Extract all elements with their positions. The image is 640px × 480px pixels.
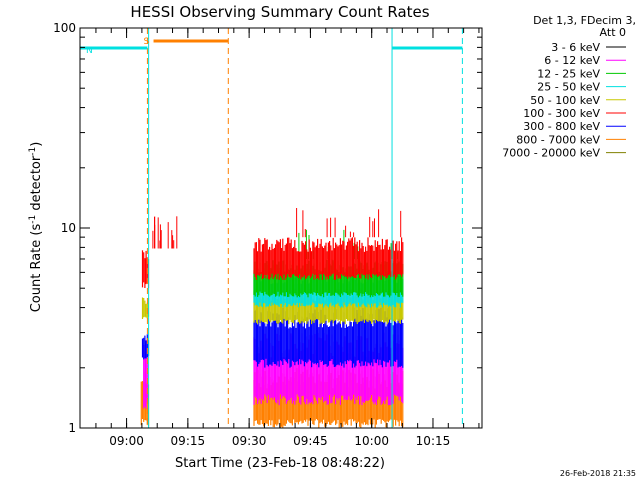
y-tick-label: 1 [68, 421, 76, 435]
legend-entry-label: 800 - 7000 keV [516, 133, 600, 146]
axes: 1 10 100 09:00 09:15 09:30 09:45 10:00 10:15 [53, 21, 482, 448]
legend-entry-label: 50 - 100 keV [530, 94, 600, 107]
y-axis-label-sup1: -1 [28, 215, 38, 224]
legend-entry-label: 300 - 800 keV [523, 120, 600, 133]
y-tick-label: 10 [61, 221, 76, 235]
chart-title: HESSI Observing Summary Count Rates [130, 3, 429, 21]
legend-entry-label: 7000 - 20000 keV [502, 147, 600, 160]
data-marks [140, 208, 404, 428]
y-axis-label-sup2: -1 [28, 147, 38, 156]
x-tick-label: 09:00 [109, 434, 144, 448]
x-tick-label: 09:15 [171, 434, 206, 448]
legend-entry-label: 25 - 50 keV [537, 81, 600, 94]
legend-entry-label: 12 - 25 keV [537, 67, 600, 80]
y-axis-label-main: Count Rate (s [29, 224, 44, 313]
x-axis-label: Start Time (23-Feb-18 08:48:22) [175, 456, 385, 471]
flag-label: S [144, 37, 150, 47]
legend-entry-label: 3 - 6 keV [551, 41, 600, 54]
flag-label: N [86, 46, 93, 56]
legend-entry-label: 6 - 12 keV [544, 54, 600, 67]
x-tick-label: 10:15 [416, 434, 451, 448]
footer-timestamp: 26-Feb-2018 21:35 [560, 469, 636, 478]
y-axis-label: Count Rate (s-1 detector-1) [28, 142, 44, 313]
series-100-300-kev [141, 208, 404, 289]
x-tick-label: 10:00 [354, 434, 389, 448]
y-axis-label-mid: detector [29, 155, 44, 215]
y-axis-label-end: ) [29, 142, 44, 147]
x-tick-label: 09:30 [232, 434, 267, 448]
x-tick-label: 09:45 [293, 434, 328, 448]
y-tick-label: 100 [53, 21, 76, 35]
series-300-800-kev [141, 307, 404, 368]
legend-entry-label: 100 - 300 keV [523, 107, 600, 120]
legend-header: Det 1,3, FDecim 3, [533, 14, 636, 27]
legend-header: Att 0 [600, 26, 626, 39]
